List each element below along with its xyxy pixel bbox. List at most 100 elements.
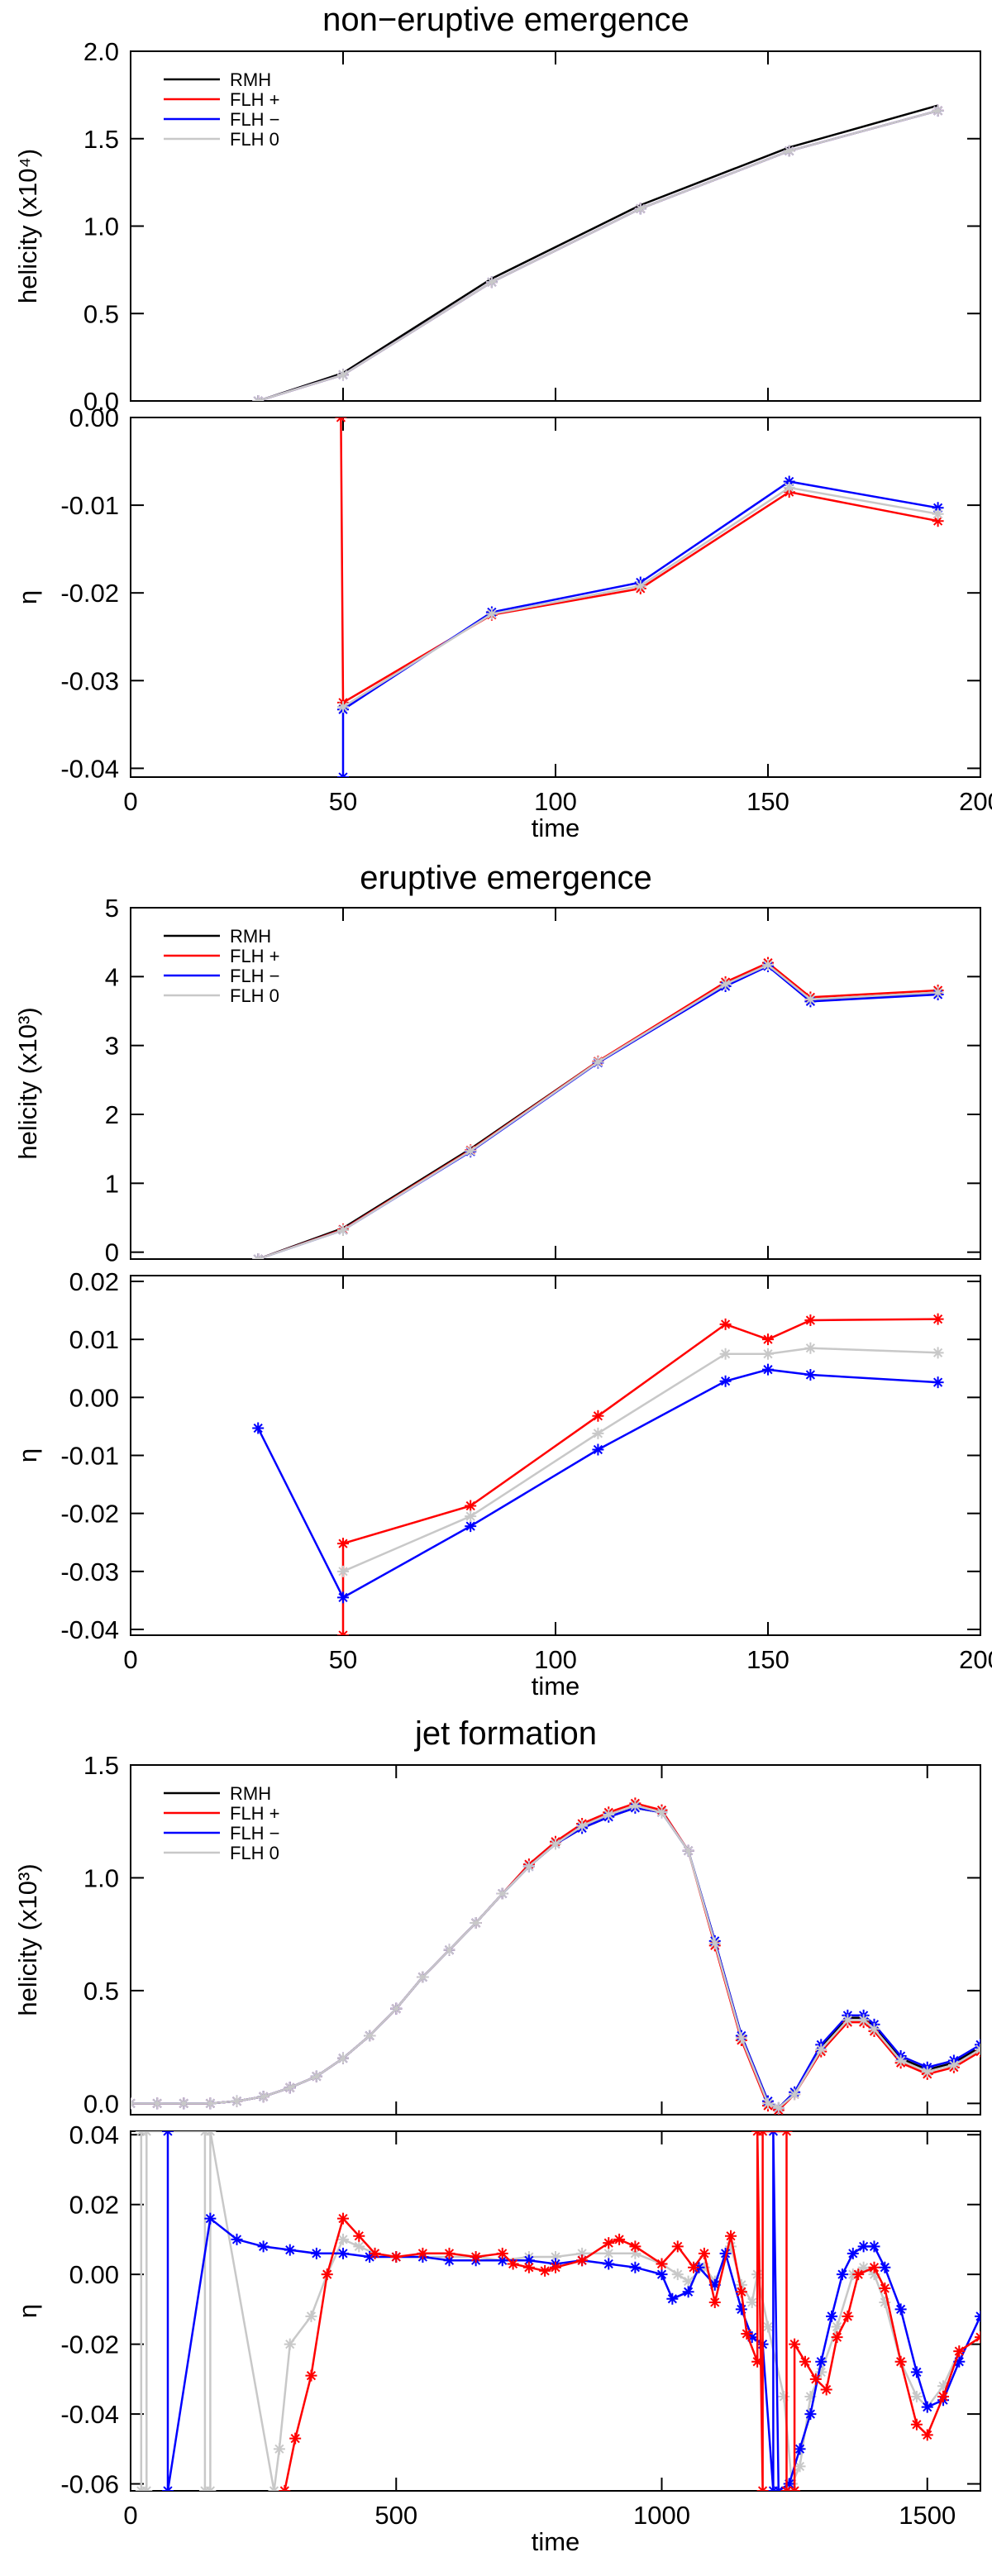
- data-point-flh-0: [975, 2043, 980, 2055]
- data-point-flh-plus: [698, 2247, 710, 2259]
- series-rmh: [257, 963, 938, 1259]
- series-line-flh-plus: [257, 961, 938, 1259]
- y-tick-label: 0.0: [83, 2089, 119, 2118]
- data-point-flh-plus: [751, 2355, 764, 2368]
- data-point-flh-0: [719, 1348, 732, 1360]
- series-rmh: [257, 104, 938, 401]
- title-non-eruptive: non−eruptive emergence: [322, 2, 689, 38]
- series-line-flh-plus: [284, 2131, 980, 2491]
- data-point-flh-plus: [550, 2261, 561, 2273]
- data-point-flh-minus: [910, 2366, 923, 2378]
- y-tick-label: 1.0: [83, 1863, 119, 1892]
- series-flh-0: [252, 959, 944, 1259]
- legend-label-flh-plus: FLH +: [230, 89, 280, 110]
- series-flh-minus: [337, 475, 944, 777]
- series-flh-0: [135, 2131, 980, 2491]
- x-tick-label: 200: [959, 787, 992, 816]
- data-point-flh-minus: [815, 2355, 827, 2368]
- data-point-flh-minus: [783, 2478, 795, 2490]
- data-point-flh-0: [337, 2233, 349, 2245]
- data-point-flh-plus: [507, 2258, 519, 2270]
- data-point-flh-plus: [789, 2485, 801, 2491]
- data-point-flh-0: [804, 1342, 817, 1354]
- data-point-flh-0: [735, 2032, 747, 2044]
- data-point-flh-minus: [592, 1443, 604, 1456]
- data-point-flh-0: [141, 2485, 153, 2491]
- y-tick-label: 0.02: [69, 1267, 119, 1296]
- data-point-flh-0: [656, 1806, 668, 1819]
- data-point-flh-0: [804, 993, 817, 1005]
- data-point-flh-0: [417, 1971, 429, 1983]
- data-point-flh-0: [284, 2338, 296, 2350]
- y-tick-label: 1: [105, 1169, 119, 1198]
- data-point-flh-0: [932, 104, 944, 117]
- data-point-flh-0: [868, 2023, 880, 2035]
- data-point-flh-plus: [335, 417, 347, 423]
- x-axis-label: time: [532, 2527, 580, 2556]
- data-point-flh-0: [592, 1427, 604, 1439]
- plot-area: [252, 1313, 944, 1635]
- data-point-flh-minus: [252, 1422, 265, 1434]
- x-tick-label: 500: [374, 2501, 417, 2530]
- data-point-flh-0: [868, 2268, 880, 2281]
- data-point-flh-0: [842, 2014, 854, 2026]
- data-point-flh-0: [204, 2485, 217, 2491]
- data-point-flh-0: [252, 395, 265, 401]
- data-point-flh-0: [783, 481, 795, 494]
- data-point-flh-plus: [932, 515, 944, 527]
- series-flh-plus: [252, 956, 944, 1259]
- data-point-flh-plus: [780, 2131, 793, 2137]
- y-tick-label: 3: [105, 1032, 119, 1061]
- data-point-flh-0: [762, 2321, 774, 2333]
- data-point-flh-plus: [321, 2268, 333, 2281]
- y-tick-label: 0.04: [69, 2120, 119, 2149]
- series-line-flh-0: [257, 963, 938, 1259]
- data-point-flh-plus: [756, 2131, 769, 2137]
- series-flh-0: [131, 1800, 980, 2114]
- plot-area: [335, 417, 944, 777]
- data-point-flh-plus: [390, 2251, 403, 2264]
- data-point-flh-minus: [932, 1376, 944, 1389]
- data-point-flh-0: [252, 1253, 265, 1259]
- data-point-flh-0: [682, 1844, 694, 1857]
- x-tick-label: 50: [329, 1645, 357, 1674]
- data-point-flh-0: [629, 1800, 641, 1812]
- data-point-flh-plus: [868, 2261, 880, 2273]
- data-point-flh-0: [592, 1056, 604, 1068]
- data-point-flh-0: [937, 2380, 950, 2392]
- data-point-flh-0: [932, 986, 944, 999]
- data-point-flh-minus: [794, 2443, 806, 2455]
- panel-1: 0 50 100 150 200 -0.04 -0.03 -0.02 -0.01 0.00 η tim…: [13, 403, 992, 842]
- y-tick-label: -0.02: [60, 1500, 119, 1529]
- y-tick-label: 0: [105, 1238, 119, 1267]
- x-tick-label: 200: [959, 1645, 992, 1674]
- data-point-flh-plus: [820, 2383, 832, 2396]
- data-point-flh-0: [921, 2066, 933, 2078]
- y-tick-label: 1.5: [83, 125, 119, 154]
- y-tick-label: -0.01: [60, 1442, 119, 1471]
- data-point-flh-0: [465, 1145, 477, 1157]
- data-point-flh-0: [204, 2097, 217, 2110]
- series-flh-0: [337, 1342, 944, 1577]
- data-point-flh-0: [671, 2268, 684, 2281]
- data-point-flh-0: [485, 608, 498, 620]
- data-point-flh-minus: [656, 2268, 668, 2281]
- series-line-flh-plus: [340, 417, 938, 704]
- plot-area: [131, 1797, 980, 2115]
- data-point-flh-minus: [719, 1375, 732, 1387]
- series-flh-plus: [279, 2131, 980, 2491]
- data-point-flh-plus: [603, 2237, 615, 2249]
- data-point-flh-plus: [592, 1410, 604, 1422]
- x-tick-label: 1000: [633, 2501, 690, 2530]
- legend-label-flh-0: FLH 0: [230, 1843, 279, 1863]
- panel-5: 0 500 1000 1500 -0.06 -0.04 -0.02 0.00 0.02 0.04 η…: [13, 2120, 981, 2556]
- data-point-flh-0: [772, 2101, 785, 2114]
- data-point-flh-0: [522, 1860, 535, 1872]
- legend-label-flh-plus: FLH +: [230, 946, 280, 966]
- series-flh-minus: [161, 2131, 980, 2491]
- data-point-flh-0: [337, 1565, 349, 1577]
- data-point-flh-minus: [836, 2268, 848, 2281]
- panel-3: 0 50 100 150 200 -0.04 -0.03 -0.02 -0.01 0.00 0.01…: [13, 1267, 992, 1701]
- data-point-flh-plus: [831, 2331, 843, 2344]
